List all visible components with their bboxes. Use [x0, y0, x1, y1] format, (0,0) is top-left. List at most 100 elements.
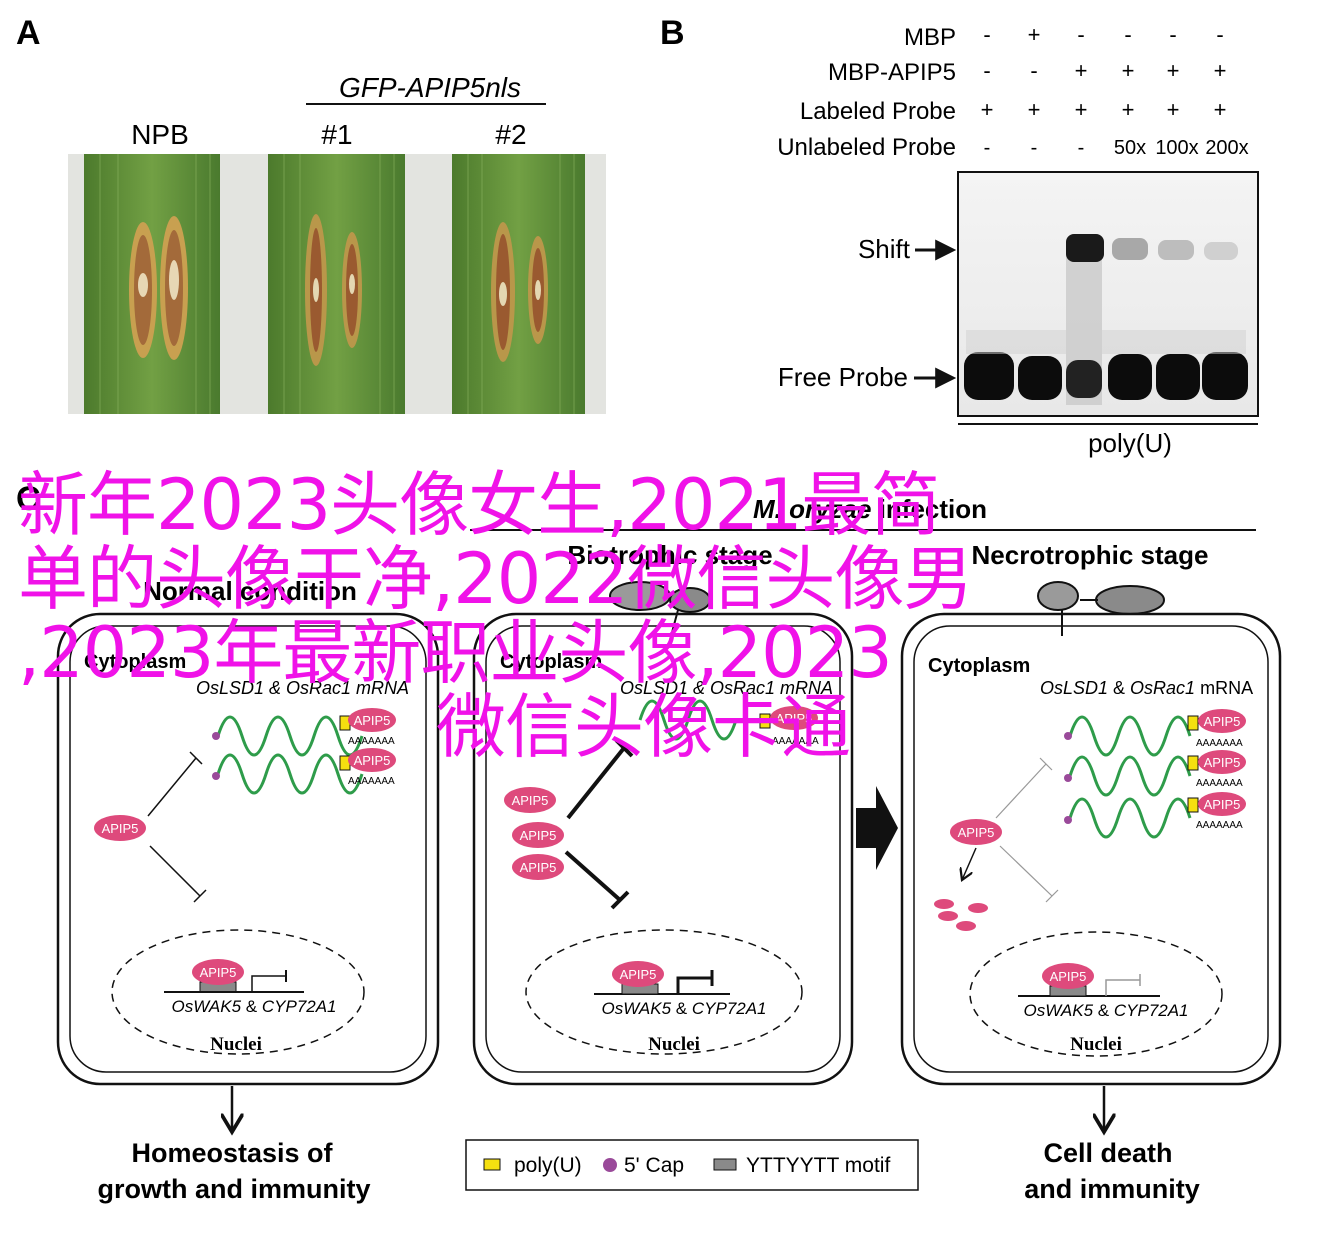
free-band: [1066, 360, 1102, 398]
panel-a-group-label: GFP-APIP5nls: [339, 72, 521, 103]
cell: +: [1122, 97, 1135, 122]
free-band: [1202, 352, 1248, 400]
svg-text:APIP5: APIP5: [354, 713, 391, 728]
polya-label: AAAAAAA: [348, 736, 395, 747]
svg-text:APIP5: APIP5: [1204, 797, 1241, 812]
fungus-necrotrophic: [1037, 581, 1165, 636]
inhibit-line: [147, 757, 197, 817]
nucleus: [111, 929, 365, 1055]
svg-text:AAAAAAA: AAAAAAA: [1196, 778, 1243, 789]
cell: +: [1075, 97, 1088, 122]
svg-text:AAAAAAA: AAAAAAA: [1196, 820, 1243, 831]
cell: 200x: [1205, 137, 1248, 159]
legend-motif: YTTYYTT motif: [746, 1154, 890, 1177]
gene-label: OsWAK5 & CYP72A1: [171, 997, 336, 1016]
leaf-photo: [68, 154, 606, 414]
mrna-strand: [1068, 797, 1192, 839]
inhibit-line: [564, 850, 622, 902]
nuclei-label: Nuclei: [648, 1034, 700, 1055]
svg-text:APIP5: APIP5: [354, 753, 391, 768]
degradation-arrow: [962, 847, 977, 880]
overlay-line: 微信头像卡通: [436, 686, 851, 768]
svg-text:AAAAAAA: AAAAAAA: [772, 736, 819, 747]
outcome-left-2: growth and immunity: [98, 1174, 371, 1204]
panel-a-lane-npb: NPB: [131, 119, 189, 150]
mrna-strand: [1068, 715, 1192, 757]
cell: -: [983, 22, 990, 47]
gene-label: OsWAK5 & CYP72A1: [601, 999, 766, 1018]
cap-dot: [212, 772, 220, 780]
svg-text:APIP5: APIP5: [200, 965, 237, 980]
outcome-left-1: Homeostasis of: [131, 1138, 333, 1168]
mrna-label: OsLSD1 & OsRac1 mRNA: [620, 678, 833, 698]
panel-a-letter: A: [16, 14, 41, 52]
inhibit-line: [149, 845, 201, 897]
row-label-mbp: MBP: [904, 24, 956, 51]
panel-b-letter: B: [660, 14, 685, 52]
svg-text:APIP5: APIP5: [776, 711, 813, 726]
degraded-protein: [934, 899, 988, 931]
svg-text:APIP5: APIP5: [102, 821, 139, 836]
free-probe-label: Free Probe: [778, 362, 908, 392]
cap-dot: [212, 732, 220, 740]
row-label-unlabeled-probe: Unlabeled Probe: [777, 134, 956, 161]
svg-text:APIP5: APIP5: [1050, 969, 1087, 984]
legend-motif-swatch: [713, 1158, 737, 1171]
free-band: [1018, 356, 1062, 400]
cell: +: [1214, 97, 1227, 122]
nucleus: [969, 931, 1223, 1057]
shift-band: [1112, 238, 1148, 260]
cell: 100x: [1155, 137, 1198, 159]
svg-text:APIP5: APIP5: [520, 828, 557, 843]
cell: -: [984, 137, 991, 159]
row-label-labeled-probe: Labeled Probe: [800, 98, 956, 125]
svg-text:APIP5: APIP5: [520, 860, 557, 875]
apip5-bound: APIP5 APIP5: [348, 708, 396, 772]
legend-cap: 5' Cap: [624, 1154, 684, 1177]
gene-arrow: [251, 975, 286, 992]
outcome-right-2: and immunity: [1024, 1174, 1200, 1204]
lesions: [129, 214, 548, 366]
cell: -: [1031, 137, 1038, 159]
cell: -: [1078, 137, 1085, 159]
cytoplasm-label: Cytoplasm: [84, 651, 186, 673]
svg-text:APIP5: APIP5: [1204, 714, 1241, 729]
inhibit-line: [566, 746, 626, 820]
row-label-mbp-apip5: MBP-APIP5: [828, 59, 956, 86]
overlay-line: ,2023年最新职业头像,2023: [18, 612, 893, 694]
free-band: [964, 352, 1014, 400]
fungus-biotrophic: [609, 581, 711, 641]
cell: +: [1122, 58, 1135, 83]
outcome-right-1: Cell death: [1043, 1138, 1172, 1168]
polya-label: AAAAAAA: [348, 776, 395, 787]
mrna-strand: [1068, 755, 1192, 797]
cell: -: [1216, 22, 1223, 47]
cell: -: [983, 58, 990, 83]
free-band: [1156, 354, 1200, 400]
stage-biotrophic: Biotrophic stage: [567, 540, 772, 570]
free-band: [1108, 354, 1152, 400]
shift-label: Shift: [858, 234, 911, 264]
cell: +: [1167, 58, 1180, 83]
transition-arrow: [856, 786, 898, 870]
shift-band: [1066, 234, 1104, 262]
cell-necrotrophic: Cytoplasm OsLSD1 & OsRac1 mRNA APIP5 API…: [900, 612, 1282, 1086]
svg-text:APIP5: APIP5: [620, 967, 657, 982]
cell: +: [1075, 58, 1088, 83]
panel-a-lane-1: #1: [321, 119, 352, 150]
nuclei-label: Nuclei: [210, 1034, 262, 1055]
cell: -: [1169, 22, 1176, 47]
stage-necrotrophic: Necrotrophic stage: [972, 540, 1209, 570]
cell: -: [1030, 58, 1037, 83]
mrna-strand: [216, 715, 364, 757]
poly-u-label: poly(U): [1088, 428, 1172, 458]
legend-cap-swatch: [603, 1158, 617, 1172]
overlay-line: 新年2023头像女生,2021最简: [18, 464, 941, 546]
overlay-watermark-text: 新年2023头像女生,2021最简 单的头像干净,2022微信头像男 ,2023…: [18, 468, 1098, 764]
normal-condition: Normal condition: [143, 576, 357, 606]
cell-normal: Cytoplasm OsLSD1 & OsRac1 mRNA APIP5 API…: [56, 612, 440, 1086]
mrna-label: OsLSD1 & OsRac1 mRNA: [1040, 678, 1253, 698]
cytoplasm-label: Cytoplasm: [928, 655, 1030, 677]
emsa-gel: [957, 171, 1259, 417]
